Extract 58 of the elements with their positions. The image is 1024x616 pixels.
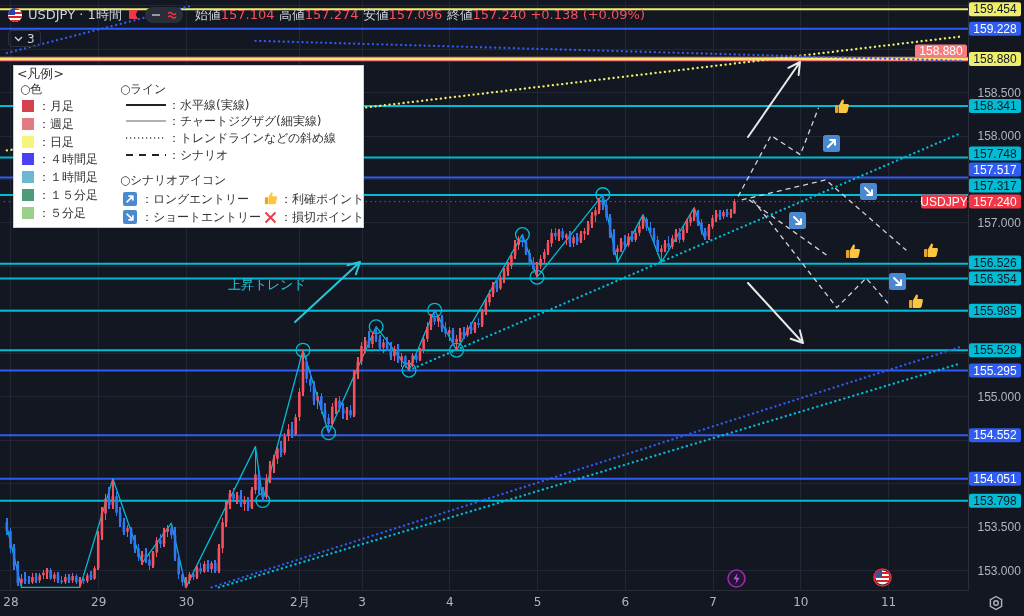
y-tick-label: 158.000 [977, 129, 1022, 144]
annotation: 3 [27, 31, 35, 46]
ref-line-label: 159.228 [973, 21, 1018, 36]
x-tick-label: 3 [358, 594, 366, 609]
annotation: 上昇トレンド [228, 277, 306, 293]
annotation: ：利確ポイント [280, 191, 364, 207]
text: 始値157.104 高値157.274 安値157.096 終値157.240 +0.138 (+0.09%) [194, 7, 645, 22]
y-tick-label: 153.500 [977, 520, 1022, 535]
ref-line-label: 154.051 [973, 471, 1018, 486]
ref-line-label: 157.240 [973, 194, 1018, 209]
ref-line-label: 155.528 [973, 343, 1018, 358]
ref-line-label: 159.454 [973, 2, 1018, 17]
annotation: ：週足 [38, 115, 74, 132]
annotation: USDJPY [920, 194, 968, 209]
annotation: <凡例> [17, 66, 64, 82]
annotation: ：シナリオ [168, 147, 228, 163]
x-tick-label: 4 [445, 594, 454, 609]
y-tick-label: 158.500 [977, 85, 1022, 100]
ref-line-label: 156.354 [973, 271, 1018, 286]
text: USDJPY · 1時間 [28, 6, 122, 24]
x-tick-label: 11 [880, 594, 897, 609]
x-tick-label: 7 [709, 594, 717, 609]
ref-line-label: 154.552 [973, 428, 1018, 443]
ref-line-label: 155.985 [973, 303, 1018, 318]
annotation: ：５分足 [38, 204, 86, 221]
ref-line-label: 158.880 [973, 52, 1018, 67]
x-tick-label: 6 [621, 594, 630, 609]
x-tick-label: 5 [533, 594, 542, 609]
x-tick-label: 2月 [290, 594, 310, 609]
x-tick-label: 28 [3, 594, 19, 609]
annotation: ：１時間足 [38, 169, 98, 186]
ref-line-label: 158.880 [919, 44, 964, 59]
ref-line-label: 156.526 [973, 255, 1018, 270]
x-tick-label: 29 [91, 594, 107, 609]
annotation: ：チャートジグザグ(細実線) [168, 113, 322, 129]
ref-line-label: 153.798 [973, 493, 1018, 508]
ref-line-label: 157.317 [973, 178, 1018, 193]
annotation: ：１５分足 [38, 187, 98, 203]
y-tick-label: 153.000 [977, 563, 1022, 578]
annotation: ：水平線(実線) [168, 97, 250, 113]
y-tick-label: 155.000 [977, 389, 1022, 404]
annotation: ○シナリオアイコン [120, 172, 227, 188]
annotation: ：ロングエントリー [141, 191, 249, 207]
annotation: ：ショートエントリー [141, 209, 261, 225]
annotation: ：日足 [38, 133, 74, 150]
annotation: ：月足 [38, 98, 74, 114]
ref-line-label: 155.295 [973, 363, 1018, 378]
annotation: ：４時間足 [38, 151, 98, 168]
x-tick-label: 30 [178, 594, 195, 609]
ref-line-label: 157.748 [973, 146, 1018, 161]
annotation: ：損切ポイント [280, 209, 364, 225]
annotation: ○ライン [120, 81, 167, 97]
x-tick-label: 10 [793, 594, 809, 609]
ref-line-label: 158.341 [973, 98, 1018, 113]
ref-line-label: 157.517 [973, 162, 1018, 177]
annotation: ：トレンドラインなどの斜め線 [168, 130, 336, 146]
annotation: ○色 [20, 81, 43, 97]
y-tick-label: 157.000 [977, 215, 1022, 230]
